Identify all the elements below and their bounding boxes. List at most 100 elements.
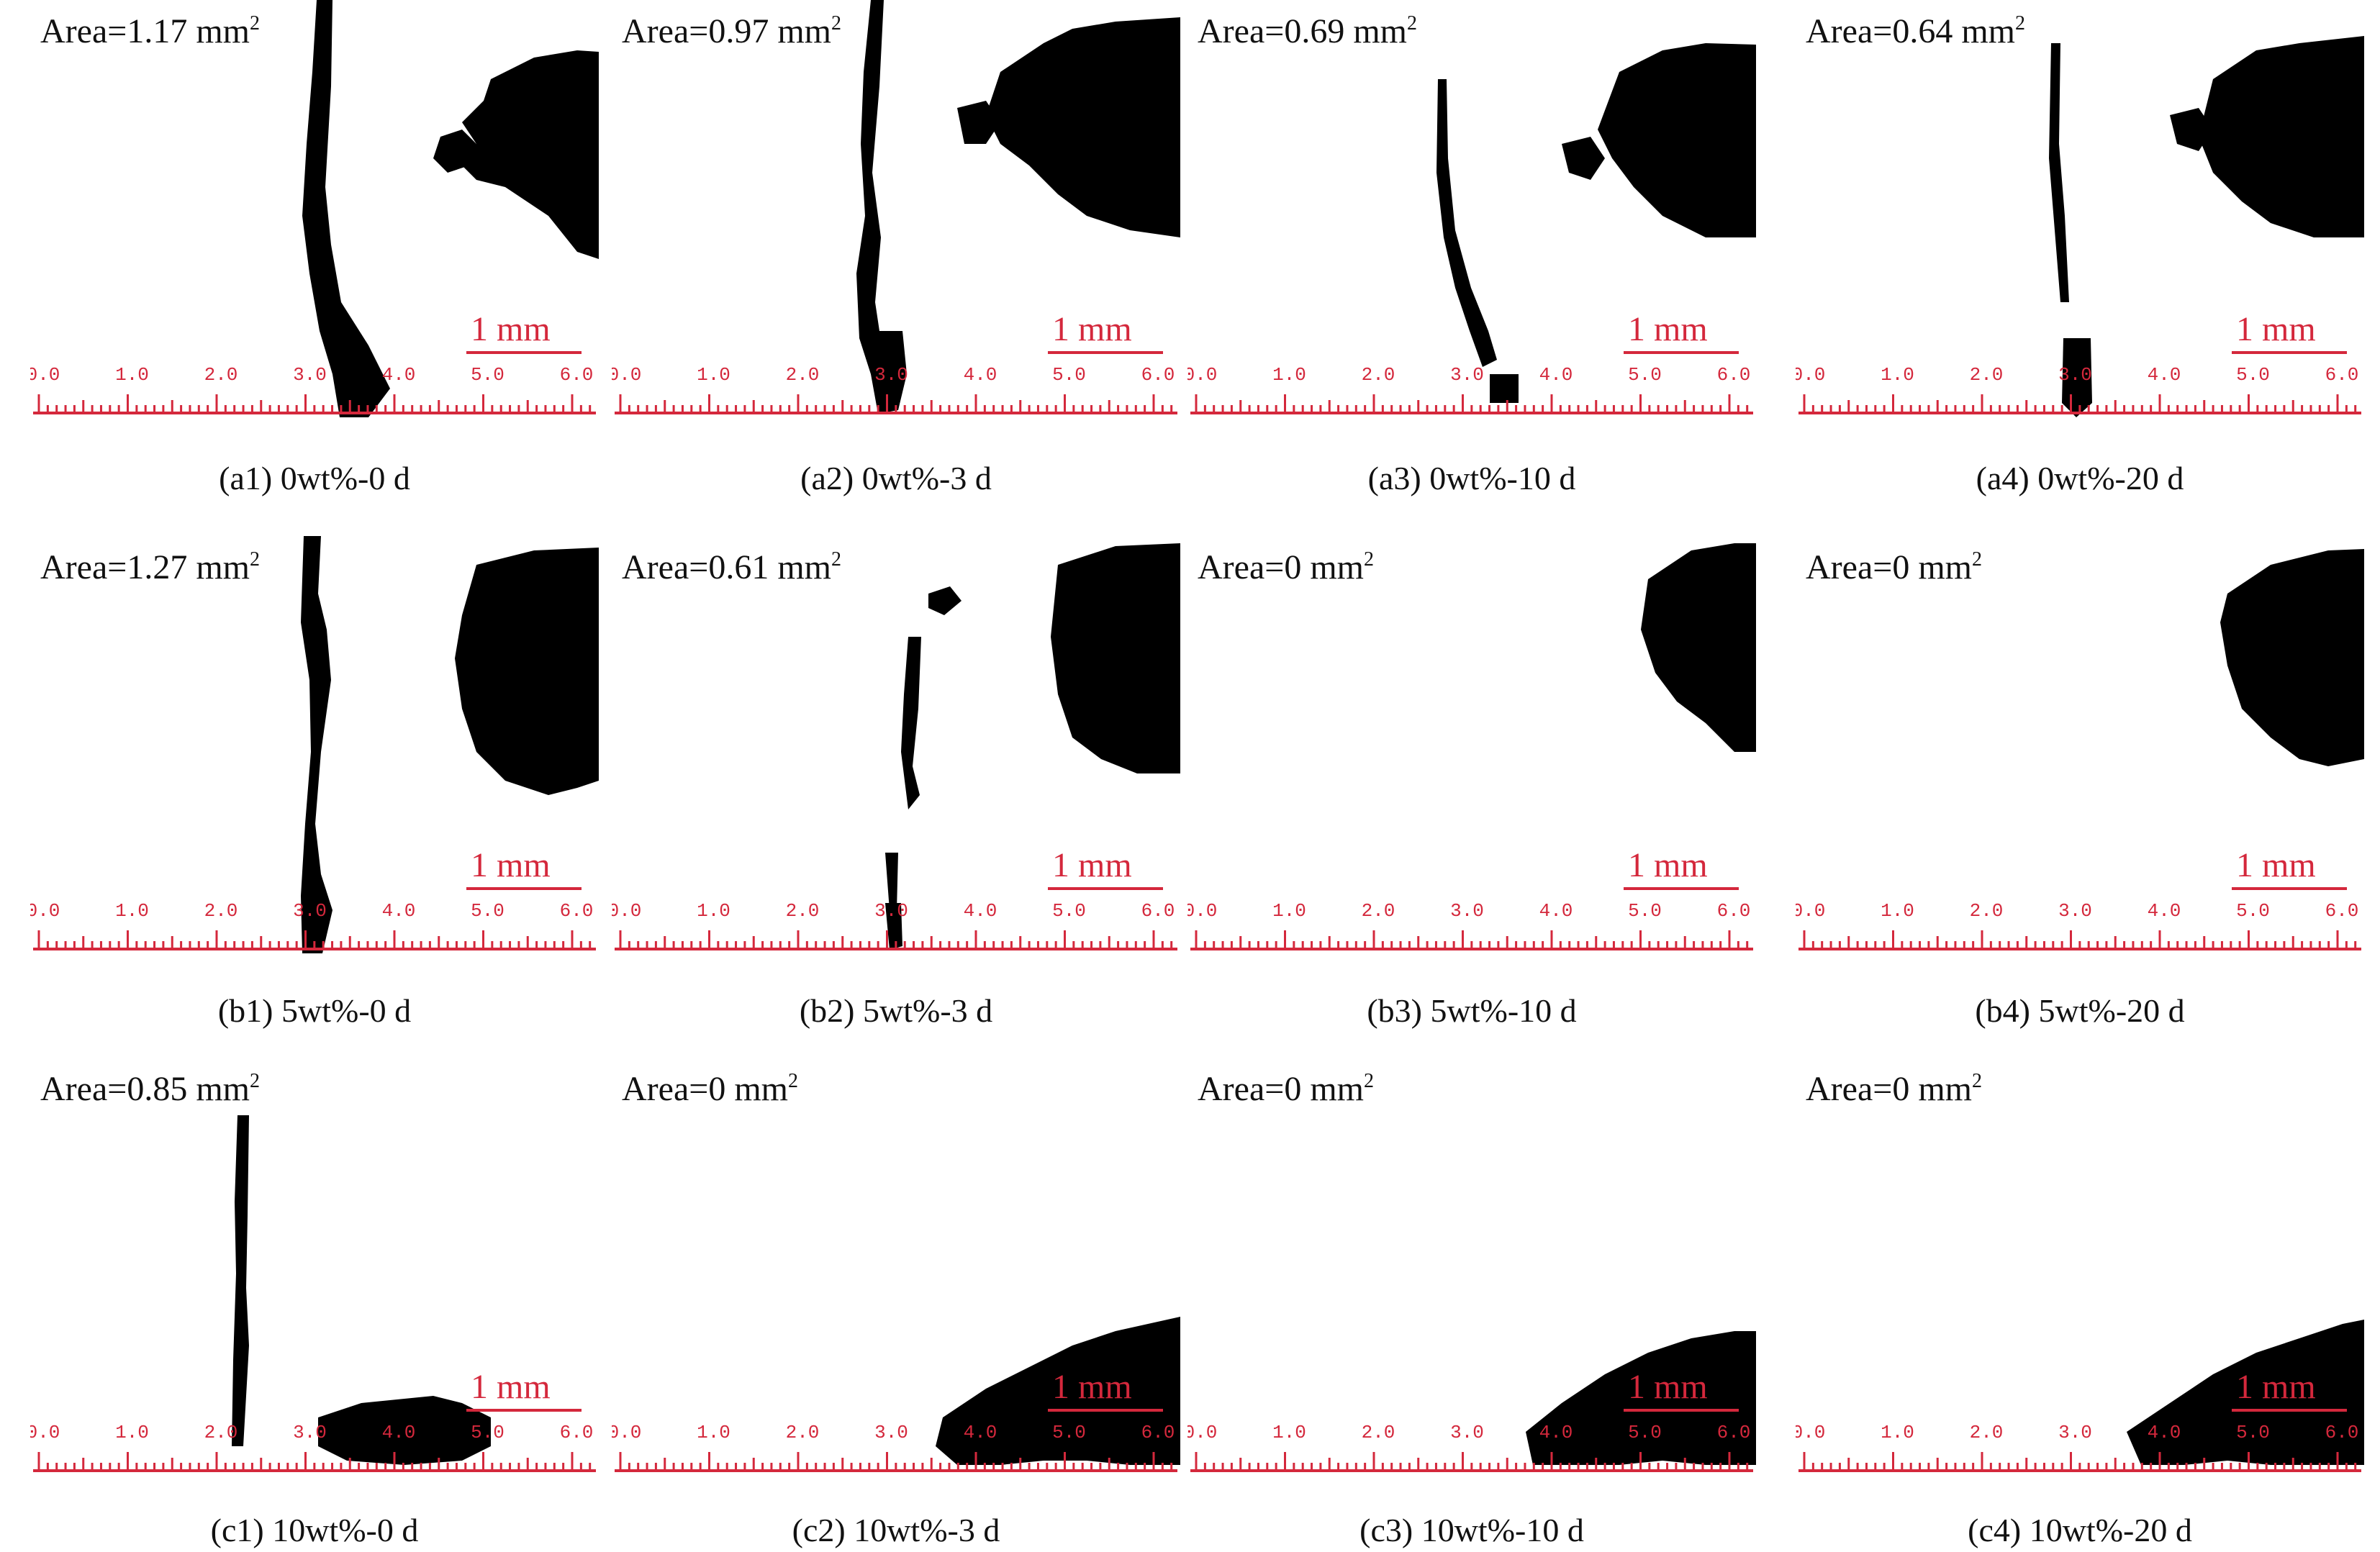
ruler-tick-label: 1.0 bbox=[115, 900, 149, 922]
micrograph-panel-a3: Area=0.69 mm2 1 mm 0.0 1.0 2.0 3.0 4.0 5.0 6.0 bbox=[1187, 0, 1756, 417]
crack-region bbox=[2170, 108, 2213, 151]
ruler-tick-label: 2.0 bbox=[786, 900, 820, 922]
area-label: Area=1.27 mm2 bbox=[40, 548, 260, 587]
crack-region bbox=[856, 0, 907, 414]
ruler-tick-label: 6.0 bbox=[1717, 1422, 1751, 1443]
ruler-tick-label: 2.0 bbox=[1362, 900, 1395, 922]
ruler-tick-label: 3.0 bbox=[293, 900, 327, 922]
ruler: 0.0 1.0 2.0 3.0 4.0 5.0 6.0 bbox=[612, 900, 1177, 950]
ruler-tick-label: 5.0 bbox=[2236, 1422, 2270, 1443]
area-unit-exponent: 2 bbox=[250, 1070, 260, 1092]
ruler: 0.0 1.0 2.0 3.0 4.0 5.0 6.0 bbox=[1796, 364, 2361, 414]
area-label: Area=0 mm2 bbox=[1198, 1069, 1374, 1109]
ruler-tick-label: 3.0 bbox=[874, 364, 908, 386]
ruler-tick-label: 3.0 bbox=[2058, 1422, 2092, 1443]
area-value: Area=0.85 mm bbox=[40, 1070, 250, 1108]
scale-bar-label: 1 mm bbox=[1052, 846, 1132, 884]
ruler-tick-label: 4.0 bbox=[382, 900, 416, 922]
scale-bar bbox=[2232, 351, 2347, 354]
ruler-tick-label: 2.0 bbox=[1970, 364, 2004, 386]
crack-region bbox=[1641, 543, 1756, 752]
crack-image bbox=[2127, 1320, 2364, 1465]
crack-region bbox=[885, 903, 902, 950]
crack-region bbox=[302, 0, 390, 417]
ruler-tick-label: 1.0 bbox=[1881, 1422, 1914, 1443]
crack-image bbox=[302, 0, 599, 417]
scale-bar-label: 1 mm bbox=[471, 846, 551, 884]
crack-region bbox=[455, 548, 599, 795]
ruler: 0.0 1.0 2.0 3.0 4.0 5.0 6.0 bbox=[1187, 900, 1753, 950]
ruler-tick-label: 4.0 bbox=[1539, 1422, 1573, 1443]
micrograph-panel-a1: Area=1.17 mm2 1 mm 0.0 1.0 2.0 3.0 4.0 5.0 6.0 bbox=[30, 0, 599, 417]
area-value: Area=0 mm bbox=[1198, 1070, 1364, 1108]
ruler-tick-label: 4.0 bbox=[382, 1422, 416, 1443]
crack-region bbox=[1526, 1331, 1756, 1465]
ruler-tick-label: 4.0 bbox=[2148, 1422, 2181, 1443]
ruler-tick-label: 5.0 bbox=[471, 1422, 504, 1443]
ruler-tick-label: 6.0 bbox=[1141, 900, 1175, 922]
crack-region bbox=[301, 536, 332, 953]
crack-image bbox=[936, 1317, 1180, 1465]
ruler-tick-label: 3.0 bbox=[1450, 364, 1484, 386]
crack-region bbox=[232, 1115, 249, 1446]
ruler-tick-label: 0.0 bbox=[1796, 364, 1825, 386]
area-label: Area=0.61 mm2 bbox=[622, 548, 841, 587]
ruler-tick-label: 0.0 bbox=[1187, 1422, 1217, 1443]
crack-region bbox=[1598, 43, 1756, 237]
ruler-tick-label: 4.0 bbox=[1539, 900, 1573, 922]
ruler-tick-label: 2.0 bbox=[1362, 1422, 1395, 1443]
panel-caption: (c2) 10wt%-3 d bbox=[792, 1512, 1000, 1548]
crack-image bbox=[232, 1115, 491, 1465]
ruler-tick-label: 4.0 bbox=[1539, 364, 1573, 386]
ruler-tick-label: 0.0 bbox=[30, 1422, 60, 1443]
scale-bar-label: 1 mm bbox=[1052, 310, 1132, 348]
ruler-tick-label: 3.0 bbox=[293, 364, 327, 386]
area-label: Area=1.17 mm2 bbox=[40, 12, 260, 51]
crack-region bbox=[1562, 137, 1605, 180]
scale-bar bbox=[1048, 887, 1163, 890]
ruler-tick-label: 4.0 bbox=[2148, 900, 2181, 922]
micrograph-panel-b3: Area=0 mm2 1 mm 0.0 1.0 2.0 3.0 4.0 5.0 6.0 bbox=[1187, 536, 1756, 953]
ruler: 0.0 1.0 2.0 3.0 4.0 5.0 6.0 bbox=[1796, 1422, 2361, 1472]
micrograph-panel-b1: Area=1.27 mm2 1 mm 0.0 1.0 2.0 3.0 4.0 5.0 6.0 bbox=[30, 536, 599, 953]
scale-bar-label: 1 mm bbox=[2236, 846, 2316, 884]
ruler-tick-label: 5.0 bbox=[2236, 364, 2270, 386]
area-unit-exponent: 2 bbox=[250, 548, 260, 571]
scale-bar-label: 1 mm bbox=[471, 1368, 551, 1406]
ruler-tick-label: 5.0 bbox=[2236, 900, 2270, 922]
ruler-tick-label: 2.0 bbox=[204, 1422, 238, 1443]
scale-bar-label: 1 mm bbox=[471, 310, 551, 348]
scale-bar bbox=[1048, 1409, 1163, 1412]
scale-bar-label: 1 mm bbox=[1628, 310, 1708, 348]
panel-caption: (c3) 10wt%-10 d bbox=[1359, 1512, 1584, 1548]
ruler-tick-label: 1.0 bbox=[697, 364, 730, 386]
ruler-tick-label: 1.0 bbox=[1881, 900, 1914, 922]
micrograph-panel-a2: Area=0.97 mm2 1 mm 0.0 1.0 2.0 3.0 4.0 5.0 6.0 bbox=[612, 0, 1180, 417]
ruler-tick-label: 3.0 bbox=[293, 1422, 327, 1443]
crack-region bbox=[901, 637, 921, 809]
micrograph-panel-b4: Area=0 mm2 1 mm 0.0 1.0 2.0 3.0 4.0 5.0 6.0 bbox=[1796, 536, 2364, 953]
ruler-tick-label: 2.0 bbox=[786, 364, 820, 386]
area-label: Area=0.85 mm2 bbox=[40, 1069, 260, 1109]
ruler-tick-label: 6.0 bbox=[560, 364, 594, 386]
area-value: Area=0.64 mm bbox=[1806, 12, 2015, 50]
ruler: 0.0 1.0 2.0 3.0 4.0 5.0 6.0 bbox=[30, 900, 596, 950]
ruler-tick-label: 4.0 bbox=[2148, 364, 2181, 386]
area-label: Area=0.64 mm2 bbox=[1806, 12, 2025, 51]
area-value: Area=0.69 mm bbox=[1198, 12, 1407, 50]
crack-region bbox=[1051, 543, 1180, 773]
scale-bar bbox=[1624, 887, 1739, 890]
crack-image bbox=[301, 536, 599, 953]
ruler-tick-label: 3.0 bbox=[874, 1422, 908, 1443]
ruler: 0.0 1.0 2.0 3.0 4.0 5.0 6.0 bbox=[1796, 900, 2361, 950]
ruler-tick-label: 5.0 bbox=[1052, 364, 1086, 386]
ruler-tick-label: 6.0 bbox=[2325, 364, 2359, 386]
crack-region bbox=[2220, 549, 2364, 766]
scale-bar bbox=[466, 351, 582, 354]
area-unit-exponent: 2 bbox=[1407, 12, 1417, 35]
ruler: 0.0 1.0 2.0 3.0 4.0 5.0 6.0 bbox=[612, 364, 1177, 414]
ruler-tick-label: 1.0 bbox=[1272, 900, 1306, 922]
area-value: Area=1.27 mm bbox=[40, 548, 250, 586]
scale-bar bbox=[466, 1409, 582, 1412]
panel-caption: (a2) 0wt%-3 d bbox=[800, 460, 992, 496]
